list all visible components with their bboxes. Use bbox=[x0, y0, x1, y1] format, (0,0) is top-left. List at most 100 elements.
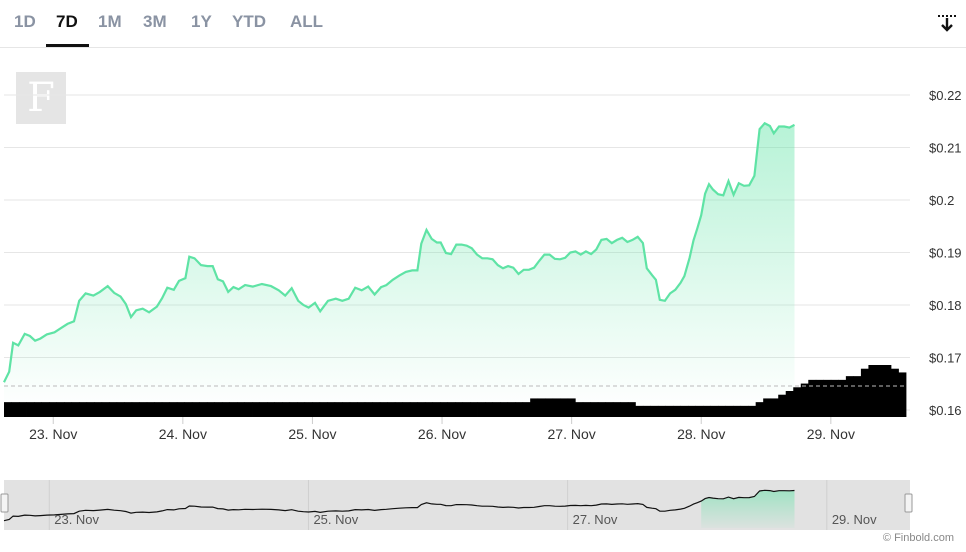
volume-bar bbox=[252, 402, 260, 417]
x-tick-label: 29. Nov bbox=[807, 426, 855, 442]
volume-bar bbox=[642, 405, 651, 417]
volume-bar bbox=[778, 394, 787, 417]
volume-bar bbox=[146, 402, 155, 417]
volume-bar bbox=[703, 405, 711, 417]
volume-bar bbox=[688, 405, 696, 417]
tab-ytd[interactable]: YTD bbox=[232, 12, 266, 31]
volume-bar bbox=[124, 402, 133, 417]
tab-all[interactable]: ALL bbox=[290, 12, 324, 31]
tab-1y[interactable]: 1Y bbox=[191, 12, 212, 31]
x-tick-label: 26. Nov bbox=[418, 426, 466, 442]
range-selector: 1D 7D 1M 3M 1Y YTD ALL bbox=[0, 0, 966, 48]
volume-bar bbox=[101, 402, 110, 417]
volume-bar bbox=[417, 402, 426, 417]
y-tick-label: $0.19 bbox=[929, 246, 962, 261]
volume-bar bbox=[267, 402, 275, 417]
volume-bar bbox=[334, 402, 343, 417]
volume-bar bbox=[432, 402, 441, 417]
volume-bar bbox=[109, 402, 118, 417]
volume-bar bbox=[86, 402, 95, 417]
tab-1d[interactable]: 1D bbox=[14, 12, 36, 31]
volume-bar bbox=[221, 402, 230, 417]
volume-bar bbox=[657, 405, 666, 417]
y-tick-label: $0.16 bbox=[929, 403, 962, 418]
volume-bar bbox=[875, 365, 884, 417]
navigator-area bbox=[701, 490, 795, 528]
volume-bar bbox=[830, 379, 839, 417]
volume-bar bbox=[64, 402, 73, 417]
volume-bar bbox=[56, 402, 65, 417]
x-tick-label: 23. Nov bbox=[29, 426, 77, 442]
download-arrow-icon[interactable] bbox=[936, 12, 958, 34]
volume-bar bbox=[890, 368, 899, 417]
tab-7d[interactable]: 7D bbox=[56, 12, 78, 31]
volume-bar bbox=[748, 405, 757, 417]
volume-bar bbox=[515, 402, 524, 417]
volume-bar bbox=[455, 402, 463, 417]
volume-bar bbox=[71, 402, 80, 417]
volume-bar bbox=[650, 405, 659, 417]
tab-3m[interactable]: 3M bbox=[143, 12, 167, 31]
volume-bar bbox=[116, 402, 125, 417]
volume-bar bbox=[319, 402, 328, 417]
x-tick-label: 27. Nov bbox=[548, 426, 596, 442]
volume-bar bbox=[327, 402, 336, 417]
tab-1m[interactable]: 1M bbox=[98, 12, 122, 31]
volume-bar bbox=[470, 402, 478, 417]
volume-bar bbox=[342, 402, 351, 417]
volume-bar bbox=[372, 402, 381, 417]
navigator-right-handle[interactable] bbox=[904, 493, 913, 513]
volume-bar bbox=[853, 376, 862, 417]
volume-bar bbox=[725, 405, 734, 417]
volume-bar bbox=[289, 402, 298, 417]
volume-bar bbox=[304, 402, 313, 417]
volume-bar bbox=[26, 402, 35, 417]
volume-bar bbox=[139, 402, 148, 417]
volume-bar bbox=[131, 402, 140, 417]
volume-bar bbox=[477, 402, 486, 417]
x-tick-label: 28. Nov bbox=[677, 426, 725, 442]
volume-bar bbox=[424, 402, 433, 417]
volume-bar bbox=[387, 402, 396, 417]
volume-bar bbox=[597, 402, 606, 417]
volume-bar bbox=[492, 402, 501, 417]
volume-bar bbox=[845, 376, 854, 417]
volume-bar bbox=[898, 372, 907, 417]
volume-bar bbox=[94, 402, 103, 417]
volume-bar bbox=[206, 402, 215, 417]
volume-bar bbox=[770, 398, 779, 417]
volume-bar bbox=[447, 402, 456, 417]
price-area bbox=[4, 123, 795, 411]
volume-bar bbox=[823, 379, 832, 417]
volume-bar bbox=[710, 405, 719, 417]
volume-bar bbox=[763, 398, 772, 417]
volume-bar bbox=[154, 402, 163, 417]
volume-bar bbox=[560, 398, 569, 417]
navigator-left-handle[interactable] bbox=[0, 493, 9, 513]
volume-bar bbox=[357, 402, 366, 417]
volume-bar bbox=[868, 365, 877, 417]
volume-bar bbox=[605, 402, 614, 417]
volume-bar bbox=[297, 402, 306, 417]
navigator-label: 25. Nov bbox=[313, 512, 358, 527]
volume-bar bbox=[41, 402, 50, 417]
volume-bar bbox=[740, 405, 749, 417]
volume-bar bbox=[199, 402, 208, 417]
volume-bar bbox=[161, 402, 170, 417]
volume-bar bbox=[379, 402, 388, 417]
navigator-label: 27. Nov bbox=[573, 512, 618, 527]
navigator-line bbox=[3, 489, 795, 522]
x-tick-label: 25. Nov bbox=[288, 426, 336, 442]
volume-bar bbox=[718, 405, 726, 417]
volume-bar bbox=[11, 402, 20, 417]
volume-bar bbox=[49, 402, 58, 417]
volume-bar bbox=[184, 402, 193, 417]
volume-bar bbox=[672, 405, 681, 417]
y-tick-label: $0.22 bbox=[929, 88, 962, 103]
volume-bar bbox=[838, 379, 847, 417]
y-tick-label: $0.2 bbox=[929, 193, 954, 208]
volume-bar bbox=[19, 402, 27, 417]
volume-bar bbox=[522, 402, 531, 417]
volume-bar bbox=[34, 402, 42, 417]
